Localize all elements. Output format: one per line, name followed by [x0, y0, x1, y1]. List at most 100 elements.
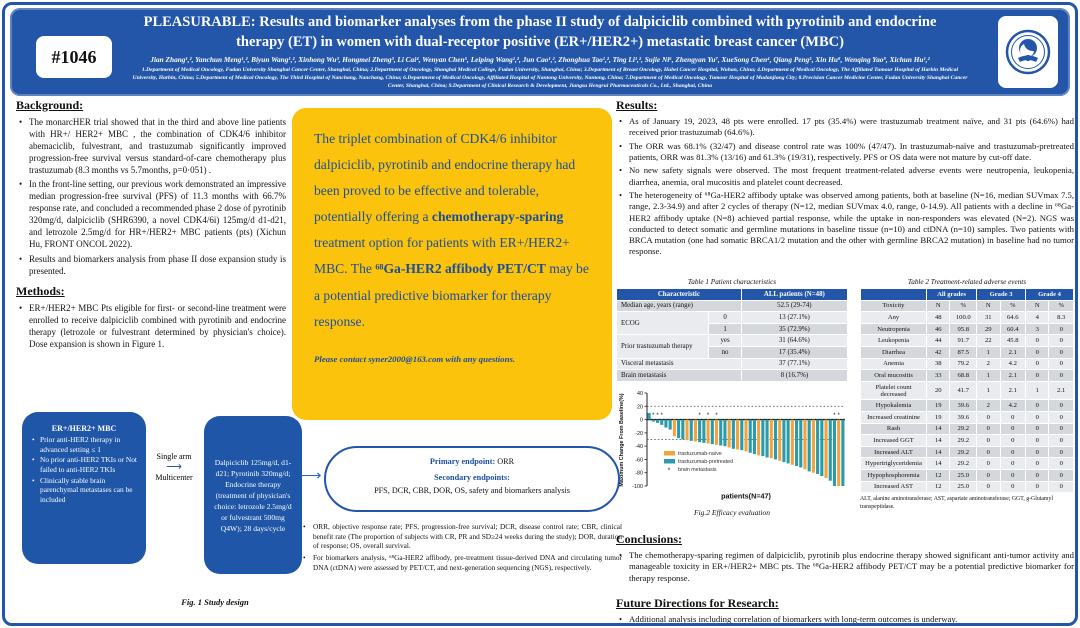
table-cell: 31 (64.6%)	[740, 334, 849, 347]
background-bullet: In the front-line setting, our previous …	[16, 178, 286, 250]
table-cell: 22	[976, 334, 1001, 347]
table-row: Prior trastuzumab therapy yes 31 (64.6%)	[615, 334, 849, 359]
background-heading: Background:	[16, 98, 84, 112]
table-cell: Increased ALT	[859, 445, 928, 459]
table-cell: 0	[1025, 468, 1050, 482]
future-directions-heading: Future Directions for Research:	[616, 596, 779, 610]
patient-characteristics-table: Characteristic ALL patients (N=48) Median …	[615, 288, 849, 382]
waterfall-bar	[807, 419, 811, 472]
table-cell: 12	[926, 480, 951, 494]
abbreviation-bullet: For biomarkers analysis, ⁶⁸Ga-HER2 affib…	[300, 553, 622, 572]
table-cell: 0	[1048, 468, 1074, 482]
table-cell: 2	[976, 399, 1001, 412]
table-cell: Diarrhea	[859, 345, 928, 359]
fig1-eligibility-box: ER+/HER2+ MBC Prior anti-HER2 therapy in…	[22, 412, 146, 564]
table-cell: 19	[926, 410, 951, 424]
waterfall-bar	[837, 419, 841, 486]
table-cell: 100.0	[949, 311, 978, 324]
table-row: Median age, years (range) 52.5 (29-74)	[616, 299, 849, 313]
table-cell: Brain metastasis	[616, 369, 742, 382]
results-bullet: No new safety signals were observed. The…	[616, 165, 1074, 188]
arrow-label-bottom: Multicenter	[155, 473, 193, 482]
waterfall-bar	[773, 419, 778, 460]
brain-met-asterisk: *	[715, 413, 718, 419]
table-cell: 0	[1025, 445, 1050, 459]
contact-note: Please contact syner2000@163.com with an…	[314, 353, 516, 364]
table-cell: Characteristic	[616, 288, 742, 301]
table-cell: ALL patients (N=48)	[740, 288, 849, 301]
table-cell: 29.2	[949, 457, 978, 470]
table-cell: 0	[1048, 334, 1074, 347]
table-cell: 95.8	[949, 322, 978, 336]
waterfall-bar	[811, 419, 815, 473]
waterfall-bar	[706, 419, 710, 444]
waterfall-bar	[769, 419, 773, 458]
table-cell: Grade 4	[1025, 288, 1074, 301]
waterfall-bar	[685, 419, 689, 440]
table-cell: 0	[976, 480, 1001, 494]
table-cell: 8.3	[1048, 311, 1074, 324]
brain-met-asterisk: *	[838, 413, 841, 419]
table-cell: Median age, years (range)	[616, 299, 742, 313]
table-cell: Neutropenia	[859, 322, 928, 336]
table-cell: Rash	[859, 422, 928, 436]
abbreviation-bullet: ORR, objective response rate; PFS, progr…	[300, 522, 622, 551]
fig1-endpoints-oval: Primary endpoint: ORR Secondary endpoint…	[324, 446, 620, 512]
waterfall-bar	[664, 419, 668, 428]
table-cell: N	[1025, 299, 1050, 313]
y-tick-label: 40	[637, 391, 643, 397]
methods-list: ER+/HER2+ MBC Pts eligible for first- or…	[16, 302, 286, 350]
table-cell: 19	[926, 399, 951, 412]
poster-title: PLEASURABLE: Results and biomarker analy…	[143, 14, 937, 50]
table-cell: 52.5 (29-74)	[740, 299, 849, 313]
results-bullet: As of January 19, 2023, 48 pts were enro…	[616, 116, 1074, 139]
table-cell: 4.2	[999, 399, 1027, 412]
fig1-caption: Fig. 1 Study design	[181, 597, 249, 607]
table1-and-chart-column: Table 1 Patient characteristics Characte…	[615, 278, 849, 517]
summary-bold-pet-ct: ⁶⁸Ga-HER2 affibody PET/CT	[375, 261, 546, 277]
institution-logo	[998, 16, 1058, 88]
table-cell: 17 (35.4%)	[740, 345, 849, 359]
table2-caption: Table 2 Treatment-related adverse events	[907, 278, 1027, 286]
table-cell: 0	[999, 480, 1027, 494]
waterfall-bar	[757, 419, 761, 456]
table-cell: Anemia	[859, 357, 928, 371]
waterfall-bar	[647, 412, 651, 420]
table-row: no 17 (35.4%)	[616, 345, 849, 359]
table-cell: 29	[976, 322, 1001, 336]
table-cell: N	[976, 299, 1001, 313]
table-cell: Hypertriglyceridemia	[859, 457, 928, 470]
table-cell: 0	[1048, 445, 1074, 459]
table-row: Increased creatinine 19 39.6 0 0 0 0	[859, 410, 1074, 424]
table-cell: 0	[1025, 457, 1050, 470]
table-cell: 0	[1025, 434, 1050, 447]
table-cell	[859, 288, 928, 301]
table-cell: 0	[976, 445, 1001, 459]
table-row: Toxicity N% N% N%	[859, 299, 1074, 313]
table-cell: 0	[1048, 457, 1074, 470]
table-row: All grades Grade 3 Grade 4	[859, 288, 1074, 301]
table-cell: 0	[999, 468, 1027, 482]
waterfall-bar	[731, 419, 735, 449]
table-cell: 2.1	[999, 345, 1027, 359]
methods-heading: Methods:	[16, 283, 65, 298]
table-cell: 1	[1025, 380, 1050, 401]
table-row: Increased ALT 14 29.2 0 0 0 0	[859, 445, 1074, 459]
waterfall-bar	[672, 419, 676, 436]
table-row: Hypertriglyceridemia 14 29.2 0 0 0 0	[859, 457, 1074, 470]
abbreviation-list: ORR, objective response rate; PFS, progr…	[300, 522, 622, 572]
table-cell: %	[999, 299, 1027, 313]
table-cell: 33	[926, 369, 951, 382]
table-cell: 37 (77.1%)	[740, 357, 849, 371]
x-axis-label: patients(N=47)	[721, 491, 771, 500]
table-cell: 0	[1048, 369, 1074, 382]
waterfall-bar	[820, 419, 824, 476]
fig1-eligibility-list: Prior anti-HER2 therapy in advanced sett…	[31, 435, 137, 504]
results-list: As of January 19, 2023, 48 pts were enro…	[616, 116, 1074, 258]
table-cell: 0	[976, 468, 1001, 482]
table-cell: 60.4	[999, 322, 1027, 336]
table-cell: 0	[1048, 480, 1074, 494]
table-cell: 0	[1048, 357, 1074, 371]
results-bullet: The ORR was 68.1% (32/47) and disease co…	[616, 141, 1074, 164]
